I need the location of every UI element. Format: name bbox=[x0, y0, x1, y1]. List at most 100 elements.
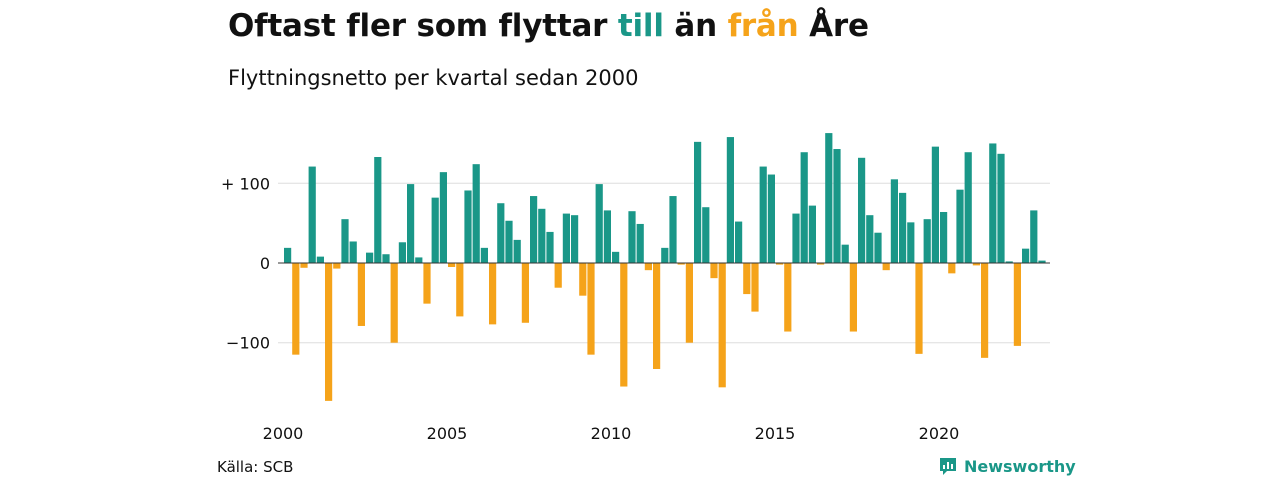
bar bbox=[464, 190, 472, 263]
bar bbox=[366, 252, 374, 263]
bar bbox=[431, 197, 439, 263]
bar bbox=[292, 263, 300, 355]
bar bbox=[972, 263, 980, 266]
bar bbox=[554, 263, 562, 288]
bar bbox=[989, 143, 997, 263]
bar bbox=[628, 211, 636, 263]
bar bbox=[907, 222, 915, 263]
y-tick-label: + 100 bbox=[221, 174, 270, 193]
bar bbox=[653, 263, 661, 370]
bar bbox=[333, 263, 341, 269]
x-tick-label: 2000 bbox=[263, 424, 304, 443]
bar bbox=[300, 263, 308, 268]
bar bbox=[1013, 263, 1021, 346]
bar bbox=[579, 263, 587, 296]
bar bbox=[866, 215, 874, 263]
bar bbox=[817, 263, 825, 265]
y-tick-label: 0 bbox=[260, 254, 270, 273]
bar bbox=[489, 263, 497, 325]
bar bbox=[718, 263, 726, 388]
bar bbox=[407, 184, 415, 263]
title-fran: från bbox=[727, 8, 799, 44]
bar bbox=[325, 263, 333, 401]
bar bbox=[825, 133, 833, 263]
newsworthy-logo-icon bbox=[940, 458, 956, 475]
bar bbox=[948, 263, 956, 274]
bar bbox=[357, 263, 365, 326]
bar bbox=[505, 220, 513, 263]
x-tick-label: 2015 bbox=[755, 424, 796, 443]
bar bbox=[931, 146, 939, 263]
bar bbox=[546, 231, 554, 263]
bar bbox=[677, 263, 685, 265]
bar bbox=[964, 152, 972, 263]
bar bbox=[1022, 248, 1030, 263]
brand[interactable]: Newsworthy bbox=[938, 456, 1076, 476]
bar bbox=[448, 263, 456, 267]
bar bbox=[849, 263, 857, 332]
bar bbox=[833, 149, 841, 263]
bar bbox=[1030, 210, 1038, 263]
bar bbox=[858, 157, 866, 263]
title-part-2: än bbox=[663, 8, 728, 44]
bar bbox=[538, 208, 546, 263]
chart-subtitle: Flyttningsnetto per kvartal sedan 2000 bbox=[228, 66, 639, 90]
bar bbox=[1005, 261, 1013, 263]
title-part-3: Åre bbox=[798, 8, 869, 44]
bar bbox=[513, 239, 521, 263]
bar bbox=[759, 166, 767, 263]
bar bbox=[284, 247, 292, 263]
bar bbox=[890, 179, 898, 263]
bar bbox=[981, 263, 989, 358]
bar bbox=[694, 141, 702, 263]
bar bbox=[735, 221, 743, 263]
bar bbox=[644, 263, 652, 271]
bar bbox=[603, 210, 611, 263]
bar bbox=[349, 241, 357, 263]
bar bbox=[415, 257, 423, 263]
bar bbox=[341, 219, 349, 263]
bar bbox=[1038, 260, 1046, 263]
bar bbox=[456, 263, 464, 317]
x-tick-label: 2010 bbox=[591, 424, 632, 443]
bar bbox=[940, 211, 948, 263]
bar bbox=[571, 215, 579, 263]
bar bbox=[669, 196, 677, 263]
bar bbox=[497, 203, 505, 263]
bar bbox=[398, 242, 406, 263]
bar bbox=[792, 213, 800, 263]
bar bbox=[767, 174, 775, 263]
bar bbox=[423, 263, 431, 304]
bar bbox=[439, 172, 447, 263]
bar bbox=[587, 263, 595, 355]
x-tick-label: 2005 bbox=[427, 424, 468, 443]
y-tick-label: −100 bbox=[226, 334, 270, 353]
bar bbox=[661, 247, 669, 263]
title-till: till bbox=[617, 8, 664, 44]
bar bbox=[612, 251, 620, 263]
bar bbox=[702, 207, 710, 263]
bar bbox=[800, 152, 808, 263]
bar bbox=[316, 256, 324, 263]
bar bbox=[636, 223, 644, 263]
bar bbox=[472, 164, 480, 263]
bar bbox=[915, 263, 923, 354]
bar bbox=[374, 156, 382, 263]
bar bbox=[521, 263, 529, 323]
bar bbox=[562, 213, 570, 263]
bar bbox=[997, 153, 1005, 263]
source-note: Källa: SCB bbox=[217, 458, 294, 476]
bar bbox=[874, 232, 882, 263]
bar bbox=[480, 247, 488, 263]
bar bbox=[751, 263, 759, 312]
bar bbox=[784, 263, 792, 332]
bar bbox=[923, 219, 931, 263]
bar bbox=[710, 263, 718, 279]
bar bbox=[530, 196, 538, 263]
bar bbox=[726, 137, 734, 263]
bar bbox=[382, 254, 390, 263]
bar bbox=[956, 189, 964, 263]
x-tick-label: 2020 bbox=[919, 424, 960, 443]
bar bbox=[620, 263, 628, 387]
